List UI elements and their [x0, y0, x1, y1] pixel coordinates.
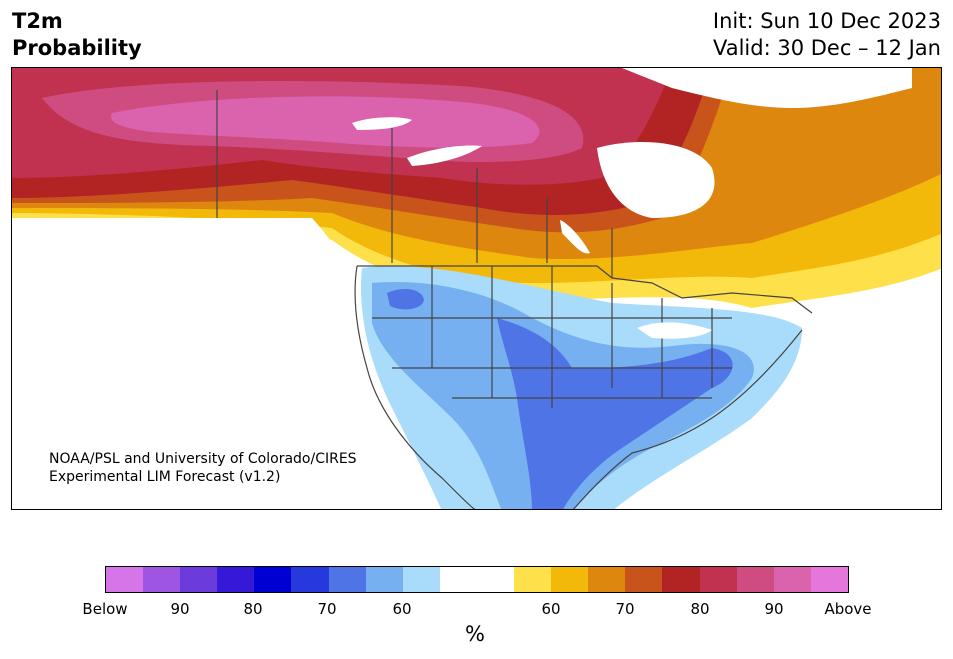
colorbar-segment	[699, 567, 737, 592]
colorbar-tick-label: 70	[317, 600, 337, 618]
lake-winnipeg	[560, 220, 590, 254]
great-slave-lake	[407, 145, 482, 166]
colorbar-tick-label: 60	[392, 600, 412, 618]
canada-province-lines	[216, 90, 613, 278]
colorbar-unit: %	[465, 622, 485, 646]
colorbar-tick-label: 90	[764, 600, 784, 618]
init-date: Init: Sun 10 Dec 2023	[712, 9, 941, 33]
title-quantity: Probability	[12, 36, 142, 60]
credit-text: NOAA/PSL and University of Colorado/CIRE…	[49, 450, 357, 486]
colorbar-segment	[514, 567, 552, 592]
warm-region-95	[111, 96, 540, 148]
colorbar-tick-label: 90	[170, 600, 190, 618]
colorbar-tick-label: Above	[824, 600, 872, 618]
colorbar-segment	[180, 567, 218, 592]
colorbar-segment	[291, 567, 329, 592]
lakes	[352, 117, 712, 339]
credit-line-1: NOAA/PSL and University of Colorado/CIRE…	[49, 451, 357, 467]
colorbar-tick-label: Below	[82, 600, 128, 618]
colorbar-segment	[551, 567, 589, 592]
colorbar-segment	[402, 567, 440, 592]
colorbar-segment	[625, 567, 663, 592]
colorbar-segment	[365, 567, 403, 592]
colorbar-segment	[143, 567, 181, 592]
colorbar-segment	[662, 567, 700, 592]
pacific-blank	[12, 217, 470, 509]
colorbar-segment	[773, 567, 811, 592]
cool-region-70	[497, 318, 733, 509]
great-lakes	[637, 322, 712, 339]
political-borders	[216, 90, 813, 509]
colorbar-segment	[476, 567, 515, 592]
colorbar-segment	[736, 567, 774, 592]
credit-line-2: Experimental LIM Forecast (v1.2)	[49, 469, 281, 485]
great-bear-lake	[352, 117, 412, 130]
colorbar-segment	[439, 567, 477, 592]
colorbar-segment	[217, 567, 255, 592]
map-panel	[11, 67, 942, 510]
arctic-waters	[622, 68, 912, 108]
colorbar-segment	[106, 567, 144, 592]
colorbar-segment	[328, 567, 366, 592]
cool-spot-northwest	[387, 288, 424, 310]
us-canada-border	[357, 265, 813, 314]
coastline	[354, 265, 803, 509]
probability-map	[12, 68, 941, 509]
valid-range: Valid: 30 Dec – 12 Jan	[712, 36, 941, 60]
forecast-dates: Init: Sun 10 Dec 2023 Valid: 30 Dec – 12…	[713, 8, 941, 62]
hudson-bay	[597, 142, 715, 218]
colorbar	[105, 566, 849, 593]
colorbar-segment	[588, 567, 626, 592]
title-variable: T2m	[12, 9, 63, 33]
colorbar-tick-label: 70	[615, 600, 635, 618]
chart-title: T2m Probability	[12, 8, 142, 62]
colorbar-tick-label: 60	[541, 600, 561, 618]
colorbar-tick-label: 80	[243, 600, 263, 618]
colorbar-tick-label: 80	[690, 600, 710, 618]
colorbar-segment	[254, 567, 292, 592]
colorbar-segment	[810, 567, 848, 592]
us-state-lines	[372, 266, 732, 408]
